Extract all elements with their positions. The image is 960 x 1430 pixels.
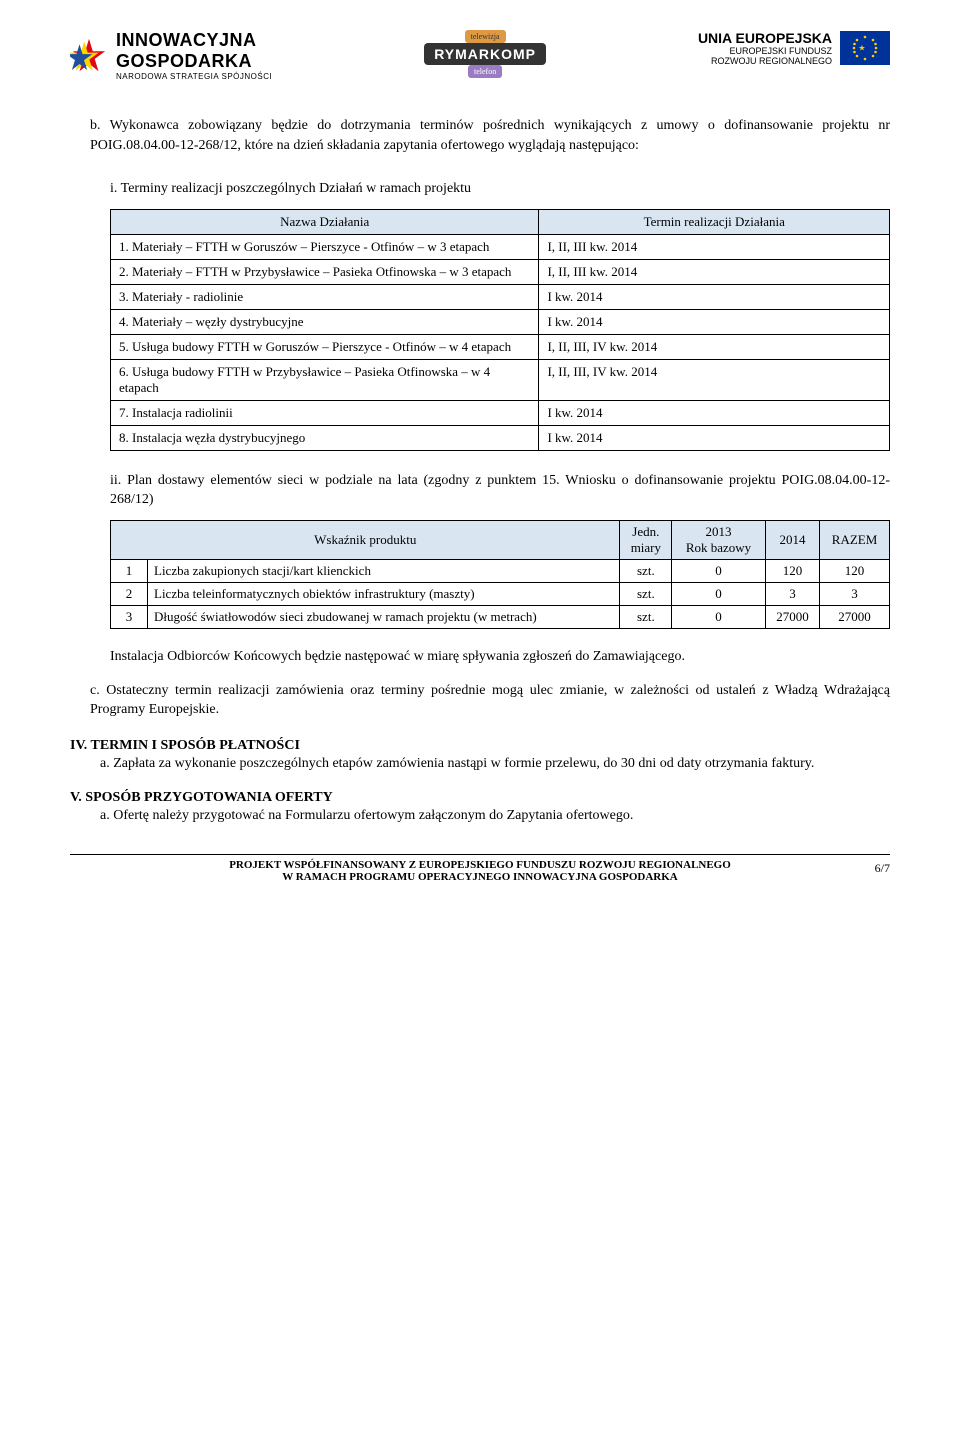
t2-cell-2014: 3 <box>765 582 819 605</box>
t2-cell-num: 3 <box>111 605 148 628</box>
logo-right-main: UNIA EUROPEJSKA <box>698 30 832 46</box>
t2-cell-unit: szt. <box>620 605 672 628</box>
logo-center-mid: RYMARKOMP <box>424 43 546 65</box>
table-row: 4. Materiały – węzły dystrybucyjneI kw. … <box>111 309 890 334</box>
t2-cell-razem: 3 <box>820 582 890 605</box>
para-i: i. Terminy realizacji poszczególnych Dzi… <box>110 179 890 199</box>
logo-center-top: telewizja <box>465 30 506 43</box>
t1-head-c2: Termin realizacji Działania <box>539 209 890 234</box>
t1-cell-name: 3. Materiały - radiolinie <box>111 284 539 309</box>
logo-right-sub2: ROZWOJU REGIONALNEGO <box>698 56 832 66</box>
t2-cell-num: 1 <box>111 559 148 582</box>
logo-innowacyjna: INNOWACYJNA GOSPODARKA NARODOWA STRATEGI… <box>70 30 272 81</box>
t1-cell-name: 6. Usługa budowy FTTH w Przybysławice – … <box>111 359 539 400</box>
t1-cell-term: I kw. 2014 <box>539 400 890 425</box>
t1-cell-term: I, II, III kw. 2014 <box>539 259 890 284</box>
t1-cell-name: 8. Instalacja węzła dystrybucyjnego <box>111 425 539 450</box>
logo-left-line2: GOSPODARKA <box>116 51 272 72</box>
t1-cell-term: I kw. 2014 <box>539 284 890 309</box>
t2-cell-razem: 120 <box>820 559 890 582</box>
t2-cell-2014: 120 <box>765 559 819 582</box>
t1-cell-name: 4. Materiały – węzły dystrybucyjne <box>111 309 539 334</box>
table-row: 1Liczba zakupionych stacji/kart kliencki… <box>111 559 890 582</box>
table-row: 2Liczba teleinformatycznych obiektów inf… <box>111 582 890 605</box>
logo-right-sub1: EUROPEJSKI FUNDUSZ <box>698 46 832 56</box>
t2-head-c4: 2014 <box>765 520 819 559</box>
t1-cell-term: I, II, III kw. 2014 <box>539 234 890 259</box>
section-iv-a: a. Zapłata za wykonanie poszczególnych e… <box>100 756 890 772</box>
t1-cell-term: I, II, III, IV kw. 2014 <box>539 359 890 400</box>
t2-head-c3: 2013Rok bazowy <box>672 520 766 559</box>
t1-cell-name: 2. Materiały – FTTH w Przybysławice – Pa… <box>111 259 539 284</box>
table-dzialania: Nazwa Działania Termin realizacji Działa… <box>110 209 890 451</box>
t2-cell-2013: 0 <box>672 559 766 582</box>
ig-star-icon <box>70 37 108 75</box>
table-wskaznik: Wskaźnik produktu Jedn.miary 2013Rok baz… <box>110 520 890 629</box>
eu-flag-icon <box>840 31 890 65</box>
t1-cell-name: 5. Usługa budowy FTTH w Goruszów – Piers… <box>111 334 539 359</box>
table-row: 8. Instalacja węzła dystrybucyjnegoI kw.… <box>111 425 890 450</box>
para-c: c. Ostateczny termin realizacji zamówien… <box>90 681 890 720</box>
section-iv-heading: IV. TERMIN I SPOSÓB PŁATNOŚCI <box>70 738 890 754</box>
table-row: 3. Materiały - radiolinieI kw. 2014 <box>111 284 890 309</box>
table-row: 2. Materiały – FTTH w Przybysławice – Pa… <box>111 259 890 284</box>
t2-head-c2: Jedn.miary <box>620 520 672 559</box>
t2-cell-unit: szt. <box>620 559 672 582</box>
logo-left-line1: INNOWACYJNA <box>116 30 272 51</box>
section-v-a: a. Ofertę należy przygotować na Formular… <box>100 808 890 824</box>
t2-cell-name: Liczba zakupionych stacji/kart klienckic… <box>148 559 620 582</box>
footer-line1: PROJEKT WSPÓŁFINANSOWANY Z EUROPEJSKIEGO… <box>70 859 890 871</box>
table-row: 1. Materiały – FTTH w Goruszów – Pierszy… <box>111 234 890 259</box>
page-number: 6/7 <box>875 861 890 876</box>
footer: PROJEKT WSPÓŁFINANSOWANY Z EUROPEJSKIEGO… <box>70 854 890 883</box>
para-after-t2: Instalacja Odbiorców Końcowych będzie na… <box>110 647 890 667</box>
table-row: 7. Instalacja radioliniiI kw. 2014 <box>111 400 890 425</box>
t1-cell-name: 1. Materiały – FTTH w Goruszów – Pierszy… <box>111 234 539 259</box>
t2-cell-name: Długość światłowodów sieci zbudowanej w … <box>148 605 620 628</box>
t1-head-c1: Nazwa Działania <box>111 209 539 234</box>
t2-cell-unit: szt. <box>620 582 672 605</box>
t1-cell-term: I, II, III, IV kw. 2014 <box>539 334 890 359</box>
header-logos: INNOWACYJNA GOSPODARKA NARODOWA STRATEGI… <box>70 30 890 81</box>
t2-head-c1: Wskaźnik produktu <box>111 520 620 559</box>
logo-left-sub: NARODOWA STRATEGIA SPÓJNOŚCI <box>116 72 272 81</box>
t2-cell-razem: 27000 <box>820 605 890 628</box>
t2-cell-name: Liczba teleinformatycznych obiektów infr… <box>148 582 620 605</box>
logo-rymarkomp: telewizja RYMARKOMP telefon <box>424 30 546 78</box>
t1-cell-term: I kw. 2014 <box>539 309 890 334</box>
t2-cell-2014: 27000 <box>765 605 819 628</box>
t1-cell-term: I kw. 2014 <box>539 425 890 450</box>
logo-eu: UNIA EUROPEJSKA EUROPEJSKI FUNDUSZ ROZWO… <box>698 30 890 66</box>
table-row: 3Długość światłowodów sieci zbudowanej w… <box>111 605 890 628</box>
logo-center-bot: telefon <box>468 65 502 78</box>
t2-head-c5: RAZEM <box>820 520 890 559</box>
t2-cell-2013: 0 <box>672 605 766 628</box>
table-row: 6. Usługa budowy FTTH w Przybysławice – … <box>111 359 890 400</box>
para-ii: ii. Plan dostawy elementów sieci w podzi… <box>110 471 890 510</box>
section-v-heading: V. SPOSÓB PRZYGOTOWANIA OFERTY <box>70 790 890 806</box>
footer-line2: W RAMACH PROGRAMU OPERACYJNEGO INNOWACYJ… <box>70 871 890 883</box>
t1-cell-name: 7. Instalacja radiolinii <box>111 400 539 425</box>
para-b: b. Wykonawca zobowiązany będzie do dotrz… <box>90 116 890 155</box>
t2-cell-num: 2 <box>111 582 148 605</box>
t2-cell-2013: 0 <box>672 582 766 605</box>
table-row: 5. Usługa budowy FTTH w Goruszów – Piers… <box>111 334 890 359</box>
